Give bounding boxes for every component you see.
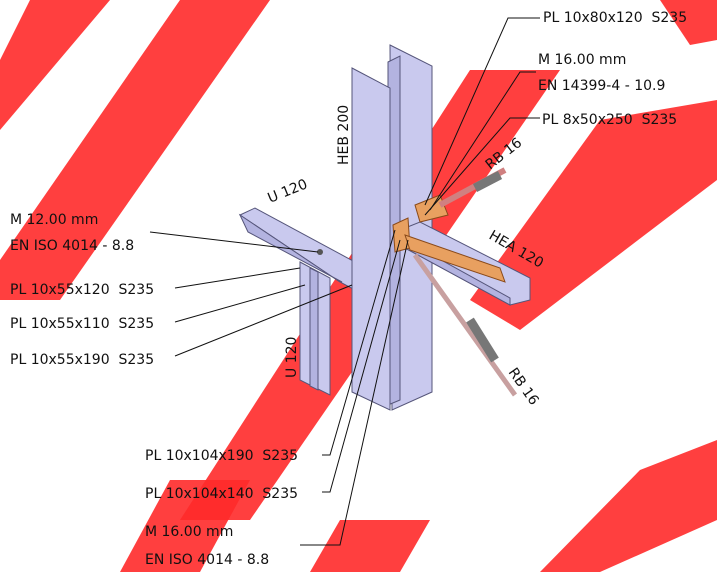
label: EN ISO 4014 - 8.8 <box>10 238 134 254</box>
label: PL 10x55x110 S235 <box>10 316 154 332</box>
label: U 120 <box>266 176 310 206</box>
label: M 16.00 mm <box>538 52 626 68</box>
label: PL 10x55x120 S235 <box>10 282 154 298</box>
label: M 12.00 mm <box>10 212 98 228</box>
label: PL 8x50x250 S235 <box>542 112 677 128</box>
label: U 120 <box>284 337 300 378</box>
members <box>238 44 531 411</box>
label: HEB 200 <box>336 105 352 165</box>
leader-lines <box>149 17 540 546</box>
label: EN 14399-4 - 10.9 <box>538 78 665 94</box>
label: EN ISO 4014 - 8.8 <box>145 552 269 568</box>
label: PL 10x104x190 S235 <box>145 448 298 464</box>
label: M 16.00 mm <box>145 524 233 540</box>
label: PL 10x55x190 S235 <box>10 352 154 368</box>
label: PL 10x104x140 S235 <box>145 486 298 502</box>
label: PL 10x80x120 S235 <box>543 10 687 26</box>
